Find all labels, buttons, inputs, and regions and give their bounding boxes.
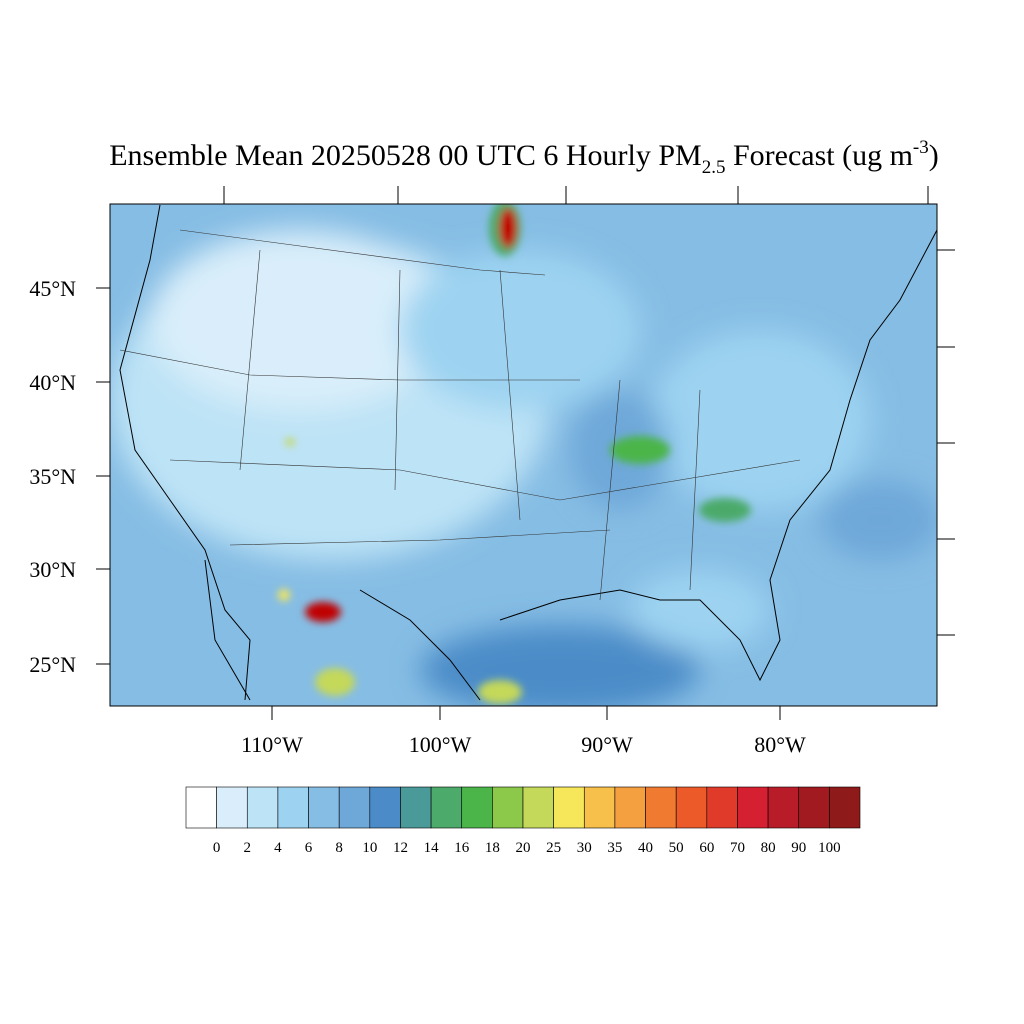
colorbar-label: 6 [305,840,313,856]
lon-label: 100°W [409,732,472,757]
lat-label: 30°N [29,557,76,582]
colorbar-box [461,786,493,829]
map-frame [109,203,938,707]
colorbar-label: 4 [274,840,282,856]
lon-label: 80°W [754,732,806,757]
colorbar-label: 50 [669,840,684,856]
colorbar-label: 80 [761,840,776,856]
colorbar-label: 16 [454,840,470,856]
lat-label: 35°N [29,464,76,489]
colorbar-box [829,786,861,829]
colorbar-box [492,786,524,829]
colorbar-label: 40 [638,840,653,856]
map-title: Ensemble Mean 20250528 00 UTC 6 Hourly P… [109,137,939,178]
colorbar-label: 20 [516,840,531,856]
colorbar-box [400,786,432,829]
lat-label: 40°N [29,370,76,395]
colorbar-label: 2 [244,840,252,856]
colorbar-label: 90 [791,840,806,856]
colorbar-label: 35 [607,840,622,856]
lon-label: 110°W [241,732,303,757]
colorbar-box [430,786,463,829]
colorbar-box [645,786,677,829]
colorbar-box [277,786,309,829]
map-ticks [96,186,955,720]
colorbar-box [553,786,585,829]
colorbar-label: 10 [362,840,377,856]
lat-label: 45°N [29,276,76,301]
lon-label: 90°W [581,732,633,757]
colorbar-label: 0 [213,840,221,856]
colorbar-box [338,786,371,829]
colorbar-box [798,786,830,829]
colorbar-box [767,786,800,829]
colorbar-box [737,786,769,829]
colorbar-label: 100 [818,840,841,856]
colorbar-box [675,786,708,829]
map-field [110,204,937,706]
colorbar-box [369,786,401,829]
colorbar-box [246,786,279,829]
colorbar-label: 14 [424,840,440,856]
colorbar-box [614,786,646,829]
colorbar-label: 60 [699,840,714,856]
colorbar-label: 12 [393,840,408,856]
colorbar-label: 18 [485,840,500,856]
lat-label: 25°N [29,652,76,677]
colorbar-box [522,786,554,829]
colorbar-label: 25 [546,840,561,856]
colorbar-label: 30 [577,840,592,856]
colorbar-box [185,786,217,829]
colorbar-label: 70 [730,840,745,856]
colorbar-box [583,786,616,829]
colorbar-box [706,786,738,829]
colorbar-box [216,786,248,829]
colorbar-box [308,786,340,829]
colorbar-label: 8 [335,840,343,856]
